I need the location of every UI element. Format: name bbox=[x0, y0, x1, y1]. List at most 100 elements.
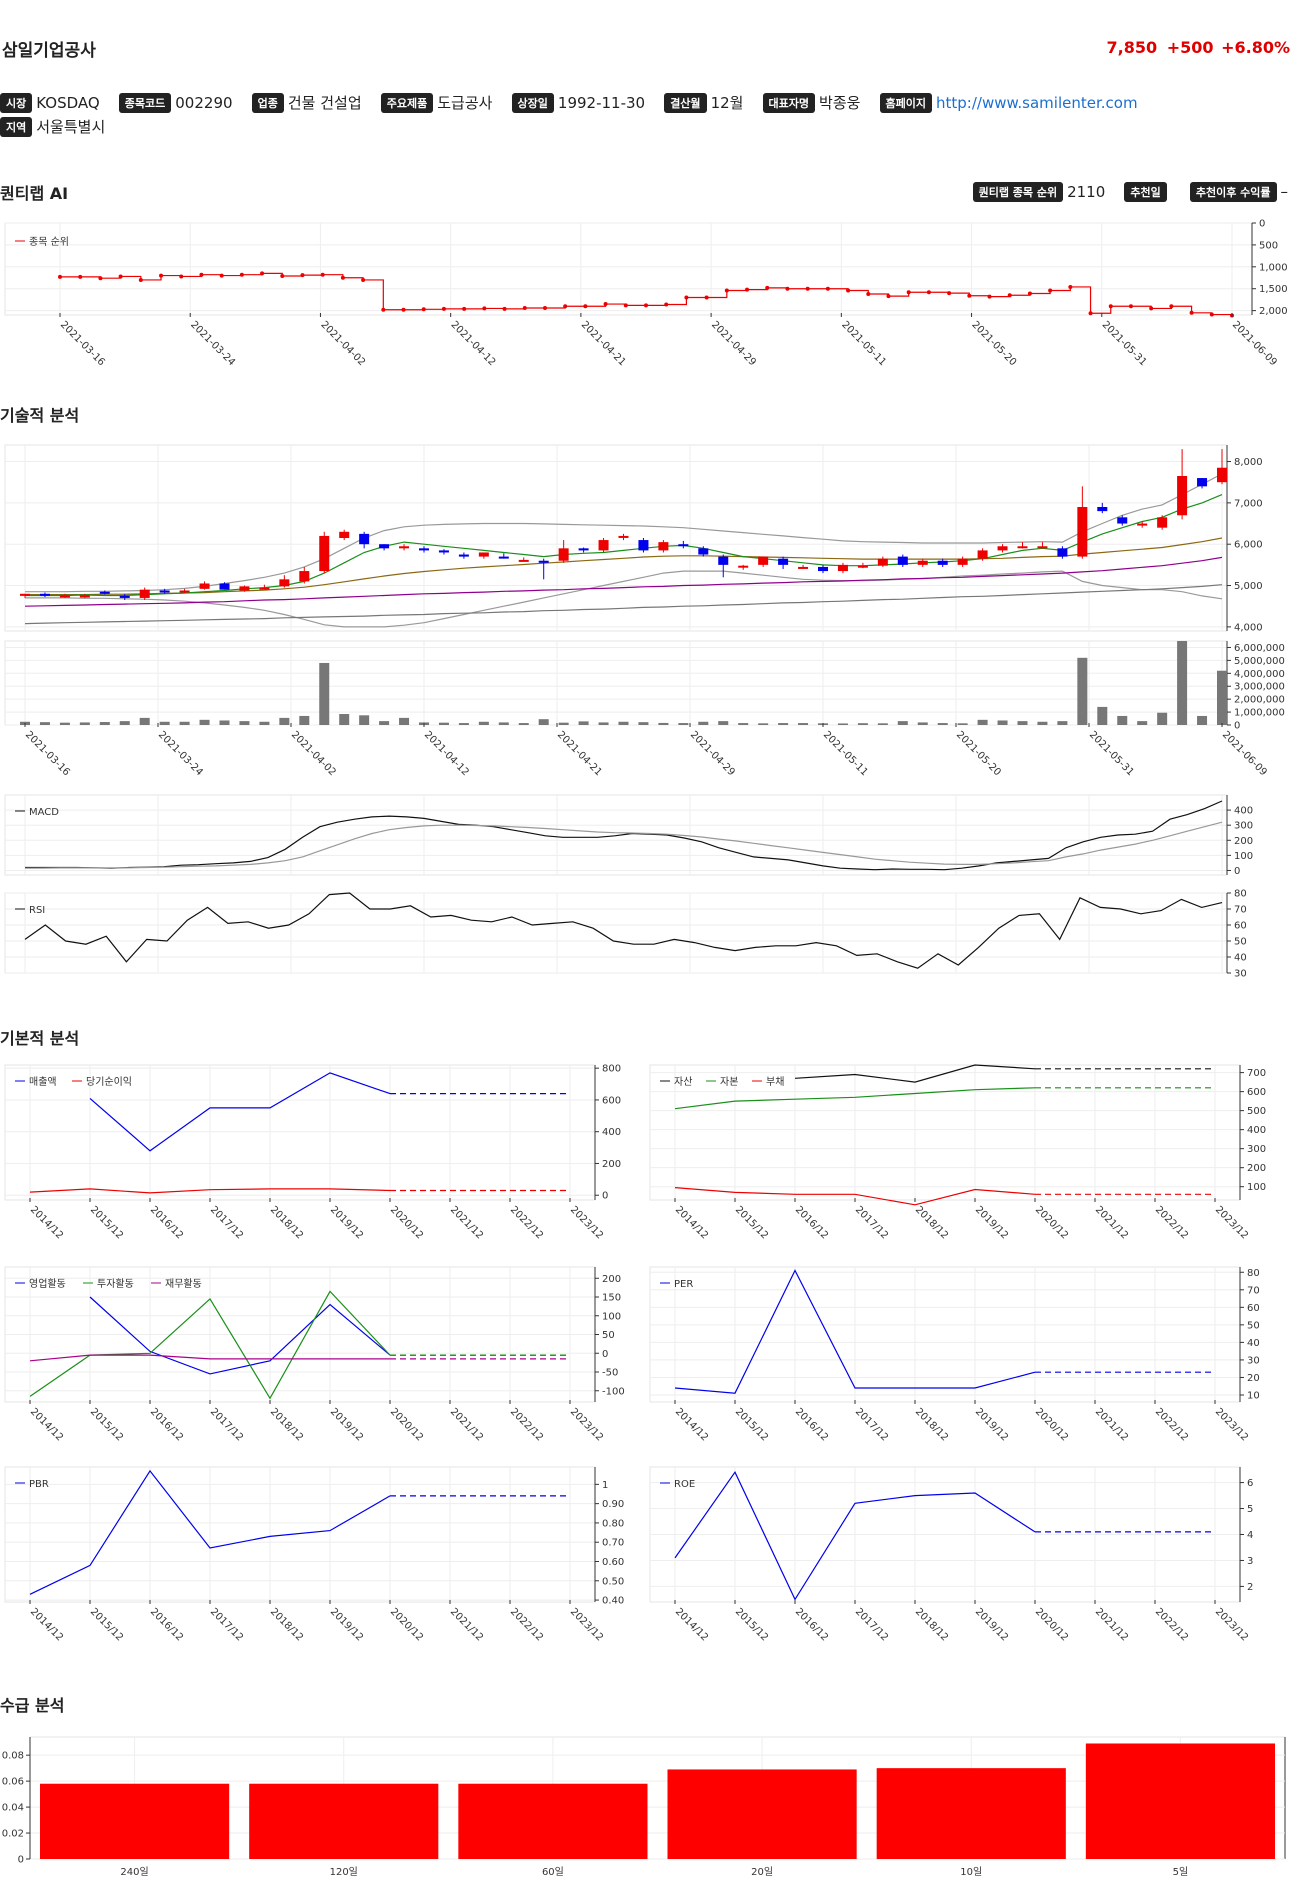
x-tick-label: 2016/12 bbox=[148, 1606, 185, 1643]
candle-body bbox=[658, 542, 669, 551]
candle-body bbox=[1217, 467, 1227, 483]
price-change: +500 bbox=[1166, 38, 1214, 57]
rank-point bbox=[644, 303, 648, 308]
y-tick-label: 60 bbox=[1247, 1303, 1260, 1314]
candle-body bbox=[718, 556, 729, 565]
rank-point bbox=[421, 307, 426, 312]
rank-point bbox=[1088, 311, 1093, 316]
candle-body bbox=[1077, 507, 1088, 557]
supply-bar bbox=[40, 1783, 230, 1859]
rank-point bbox=[967, 293, 972, 298]
x-tick-label: 240일 bbox=[120, 1866, 148, 1878]
x-tick-label: 2022/12 bbox=[508, 1204, 545, 1241]
y-tick-label: 3 bbox=[1247, 1556, 1253, 1567]
candle-body bbox=[977, 550, 988, 559]
plot-area bbox=[649, 1064, 1241, 1201]
supply-bar bbox=[458, 1783, 648, 1859]
candle-body bbox=[877, 558, 888, 566]
candle-body bbox=[778, 558, 789, 565]
volume-bar bbox=[1077, 657, 1088, 725]
candle-body bbox=[219, 583, 230, 590]
listed-value: 1992-11-30 bbox=[557, 93, 646, 112]
x-tick-label: 2018/12 bbox=[268, 1406, 305, 1443]
y-tick-label: 2,000,000 bbox=[1234, 695, 1285, 706]
candle-body bbox=[478, 552, 489, 557]
volume-bar bbox=[99, 722, 110, 725]
rank-point bbox=[1048, 288, 1053, 293]
plot-area bbox=[4, 794, 1228, 876]
x-tick-label: 2015/12 bbox=[88, 1606, 125, 1643]
balance-series-1 bbox=[674, 1087, 1036, 1110]
x-tick-label: 2014/12 bbox=[673, 1606, 710, 1643]
legend-label: ROE bbox=[674, 1479, 695, 1490]
volume-bar bbox=[738, 723, 749, 725]
volume-bar bbox=[1217, 670, 1227, 725]
homepage-label: 홈페이지 bbox=[879, 92, 933, 113]
rank-point bbox=[58, 274, 62, 279]
y-tick-label: 100 bbox=[602, 1311, 621, 1322]
rank-point bbox=[866, 291, 871, 296]
y-tick-label: 200 bbox=[1234, 836, 1253, 847]
x-tick-label: 2015/12 bbox=[88, 1204, 125, 1241]
x-tick-label: 2021-04-12 bbox=[449, 319, 498, 368]
candle-body bbox=[299, 571, 310, 582]
candle-body bbox=[558, 548, 569, 561]
rank-point bbox=[583, 304, 588, 309]
candle-body bbox=[638, 540, 649, 551]
plot-area bbox=[649, 1266, 1241, 1403]
candle-body bbox=[20, 593, 30, 596]
y-tick-label: 50 bbox=[1234, 937, 1247, 948]
rank-point bbox=[603, 302, 608, 307]
y-tick-label: 200 bbox=[602, 1274, 621, 1285]
x-tick-label: 2021-04-21 bbox=[579, 319, 628, 368]
y-tick-label: 3,000,000 bbox=[1234, 682, 1285, 693]
candle-body bbox=[518, 559, 529, 562]
legend-label: MACD bbox=[29, 807, 59, 818]
candle-body bbox=[598, 540, 609, 551]
x-tick-label: 2014/12 bbox=[28, 1406, 65, 1443]
x-tick-label: 10일 bbox=[960, 1866, 982, 1878]
y-tick-label: 5,000,000 bbox=[1234, 656, 1285, 667]
x-tick-label: 120일 bbox=[330, 1866, 358, 1878]
y-tick-label: 300 bbox=[1234, 821, 1253, 832]
x-tick-label: 2017/12 bbox=[853, 1606, 890, 1643]
x-tick-label: 2021-05-31 bbox=[1100, 319, 1149, 368]
volume-bar bbox=[438, 722, 449, 725]
roe-series-0 bbox=[674, 1471, 1036, 1601]
y-tick-label: 5,000 bbox=[1234, 581, 1263, 592]
supply-section-title: 수급 분석 bbox=[0, 1696, 65, 1715]
candle-body bbox=[837, 564, 848, 572]
y-tick-label: 300 bbox=[1247, 1144, 1266, 1155]
homepage-link[interactable]: http://www.samilenter.com bbox=[936, 93, 1138, 112]
x-tick-label: 2023/12 bbox=[568, 1606, 605, 1643]
rank-point bbox=[947, 291, 952, 296]
supply-chart: 0 0.02 0.04 0.06 0.08 240일 120일 60일 20일 10일 5일 bbox=[2, 1736, 1286, 1878]
macd-chart: 0 100 200 300 400 MACD bbox=[4, 794, 1253, 877]
candle-body bbox=[79, 595, 90, 598]
y-tick-label: 30 bbox=[1247, 1355, 1260, 1366]
candle-body bbox=[139, 589, 150, 598]
plot-area bbox=[29, 1736, 1286, 1860]
y-tick-label: 500 bbox=[1247, 1106, 1266, 1117]
volume-bar bbox=[1197, 715, 1208, 725]
market-label: 시장 bbox=[0, 92, 33, 113]
code-value: 002290 bbox=[175, 93, 233, 112]
y-tick-label: 0.02 bbox=[2, 1829, 24, 1840]
x-tick-label: 2018/12 bbox=[913, 1204, 950, 1241]
y-tick-label: 0 bbox=[602, 1191, 608, 1202]
x-tick-label: 2022/12 bbox=[1153, 1406, 1190, 1443]
supply-bar bbox=[876, 1768, 1066, 1859]
volume-bar bbox=[299, 715, 310, 725]
y-tick-label: 2,000 bbox=[1259, 306, 1288, 317]
volume-bar bbox=[538, 719, 549, 725]
y-tick-label: 0 bbox=[602, 1349, 608, 1360]
x-tick-label: 2021/12 bbox=[1093, 1204, 1130, 1241]
y-tick-label: 80 bbox=[1247, 1268, 1260, 1279]
rank-point bbox=[886, 294, 891, 299]
rank-point bbox=[78, 274, 83, 279]
rank-point bbox=[441, 306, 446, 311]
legend-label: 투자활동 bbox=[97, 1277, 134, 1290]
y-tick-label: 6,000 bbox=[1234, 540, 1263, 551]
y-tick-label: 80 bbox=[1234, 889, 1247, 900]
rank-point bbox=[522, 305, 527, 310]
